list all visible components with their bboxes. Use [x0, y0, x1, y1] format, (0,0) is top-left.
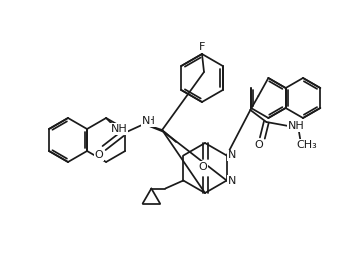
Text: NH: NH	[288, 121, 305, 131]
Text: NH: NH	[111, 124, 127, 134]
Text: O: O	[199, 162, 207, 172]
Text: O: O	[95, 150, 104, 160]
Text: O: O	[199, 164, 207, 174]
Text: N: N	[227, 176, 236, 186]
Text: CH₃: CH₃	[296, 140, 317, 150]
Text: H: H	[147, 116, 155, 126]
Text: N: N	[227, 151, 236, 160]
Text: F: F	[199, 42, 205, 52]
Text: N: N	[142, 116, 150, 126]
Text: O: O	[254, 140, 263, 150]
